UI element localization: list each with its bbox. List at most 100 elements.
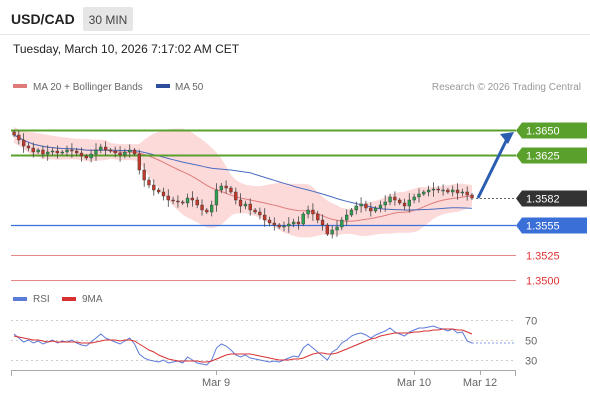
candle-body (455, 189, 460, 194)
datetime-label: Tuesday, March 10, 2026 7:17:02 AM CET (13, 42, 240, 56)
candle-body (267, 219, 272, 224)
ma50-line (13, 134, 473, 211)
candle-body (320, 219, 325, 226)
candle-body (12, 131, 16, 136)
candlesticks (12, 130, 474, 239)
candle-body (292, 221, 296, 225)
candle-body (301, 213, 305, 225)
candle-body (132, 149, 137, 155)
candle-body (31, 147, 35, 153)
symbol-title: USD/CAD (11, 11, 75, 27)
candle-body (407, 199, 411, 207)
candle-body (345, 214, 349, 221)
candle-body (369, 207, 373, 212)
forecast-arrow-head (500, 132, 514, 144)
candle-body (412, 196, 416, 201)
candle-body (17, 134, 21, 141)
candle-body (383, 201, 387, 206)
price-levels (11, 129, 516, 281)
rsi-ma-legend-swatch (62, 297, 76, 301)
candle-body (118, 152, 122, 156)
x-axis-label: Mar 9 (202, 377, 230, 389)
candle-body (185, 197, 190, 204)
candle-body (258, 211, 262, 216)
rsi-tick-label: 30 (525, 356, 537, 368)
moving-averages (13, 134, 473, 222)
rsi-legend-swatch (13, 297, 27, 301)
candle-body (335, 226, 339, 231)
candle-body (113, 150, 117, 154)
candle-body (123, 151, 127, 156)
bollinger-bands (14, 127, 472, 238)
candle-body (282, 225, 286, 228)
copyright-label: Research © 2026 Trading Central (432, 82, 581, 93)
candle-body (209, 204, 214, 213)
candle-body (277, 224, 281, 228)
resistance-label: 1.3625 (526, 151, 560, 163)
candle-body (181, 201, 185, 204)
candle-body (65, 149, 69, 153)
candle-body (316, 213, 320, 221)
candle-body (171, 199, 175, 202)
candle-body (79, 152, 84, 157)
candle-body (238, 199, 243, 207)
candle-body (166, 195, 170, 201)
candle-body (200, 204, 204, 211)
candle-body (50, 150, 55, 153)
candle-body (142, 169, 146, 181)
candle-body (422, 191, 426, 195)
rsi-ma-legend-label: 9MA (82, 294, 103, 305)
candle-body (296, 221, 301, 225)
x-axis-label: Mar 10 (397, 377, 431, 389)
candle-body (451, 189, 455, 193)
candle-body (465, 191, 469, 196)
candle-body (373, 207, 378, 212)
candle-body (26, 145, 31, 149)
candle-body (219, 185, 223, 191)
rsi-legend-label: RSI (33, 294, 50, 305)
timeframe-badge[interactable] (83, 7, 133, 31)
candle-body (70, 149, 74, 152)
candle-body (214, 189, 219, 206)
candle-body (89, 153, 93, 159)
candle-body (94, 149, 98, 155)
candle-body (398, 199, 402, 204)
ma50-legend-swatch (156, 84, 170, 88)
candle-body (393, 196, 397, 201)
candle-body (427, 189, 431, 193)
candle-body (190, 197, 194, 201)
candle-body (156, 189, 161, 193)
current-price-label: 1.3582 (526, 194, 560, 206)
forecast-arrow-shaft (476, 136, 510, 199)
candle-body (128, 149, 132, 153)
candle-body (446, 189, 450, 193)
ma50-legend-label: MA 50 (175, 82, 204, 93)
minor-support-label: 1.3500 (526, 276, 560, 288)
candle-body (55, 150, 60, 154)
support-label: 1.3555 (526, 221, 560, 233)
candle-body (152, 184, 156, 191)
candle-body (431, 188, 436, 191)
candle-body (103, 146, 108, 151)
candle-body (359, 203, 363, 207)
candle-body (325, 224, 329, 235)
candle-body (248, 203, 252, 211)
level-labels: 1.3650 1.3625 1.3582 1.3555 1.3525 1.3500 (516, 122, 587, 288)
candle-body (263, 214, 267, 221)
candle-body (99, 146, 103, 151)
candle-body (364, 203, 368, 209)
candle-body (22, 139, 26, 147)
candle-body (137, 153, 141, 171)
candle-body (349, 209, 354, 216)
candle-body (306, 209, 310, 215)
bollinger-band-area (14, 127, 472, 238)
candle-body (229, 187, 233, 193)
support-label-box (516, 217, 587, 234)
candle-body (161, 191, 166, 197)
timeframe-label: 30 MIN (89, 13, 128, 27)
resistance-label-box (516, 147, 587, 164)
candle-body (340, 219, 344, 228)
rsi-panel: 70 50 30 (11, 316, 537, 368)
